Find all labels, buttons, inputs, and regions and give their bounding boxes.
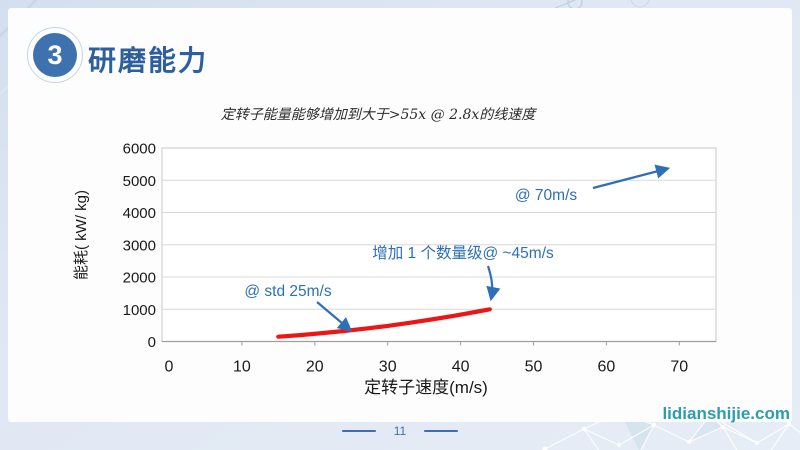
energy-curve [276, 307, 492, 339]
annotation-arrow-1 [486, 265, 501, 302]
y-tick-label-4000: 4000 [123, 205, 156, 222]
x-tick-label-50: 50 [525, 359, 543, 376]
y-tick-label-6000: 6000 [123, 141, 156, 158]
x-tick-label-40: 40 [452, 359, 470, 376]
content-panel: 3 研磨能力 定转子能量能够增加到大于>55x @ 2.8x的线速度 0 10 20… [8, 8, 792, 422]
annotation-text-0: @ std 25m/s [244, 283, 331, 300]
y-axis-title: 能耗( kW/ kg) [73, 190, 90, 280]
y-tick-label-5000: 5000 [123, 173, 156, 190]
x-tick-label-30: 30 [379, 359, 397, 376]
x-axis-title: 定转子速度(m/s) [364, 378, 488, 397]
x-tick-label-10: 10 [233, 359, 251, 376]
annotation-text-1: 增加 1 个数量级@ ~45m/s [372, 244, 554, 262]
section-number-badge: 3 [27, 27, 83, 83]
badge-number: 3 [47, 39, 63, 70]
y-tick-label-2000: 2000 [123, 270, 156, 287]
footer-dash-left [341, 430, 376, 432]
x-tick-label-70: 70 [670, 359, 688, 376]
annotation-arrow-0 [316, 301, 353, 332]
x-tick-label-20: 20 [306, 359, 324, 376]
y-tick-label-3000: 3000 [123, 237, 156, 254]
x-tick-label-60: 60 [598, 359, 616, 376]
y-tick-label-1000: 1000 [123, 302, 156, 319]
page-title: 研磨能力 [88, 45, 209, 76]
subtitle: 定转子能量能够增加到大于>55x @ 2.8x的线速度 [220, 107, 536, 123]
chart-container: 0 10 20 30 40 50 60 70 0 1000 2000 3000 4000 5000 6000… [70, 126, 735, 411]
badge-circle: 3 [33, 33, 77, 77]
annotation-arrow-2 [592, 164, 671, 190]
y-tick-label-0: 0 [148, 334, 156, 351]
watermark: lidianshijie.com [662, 404, 790, 423]
badge-ring [27, 27, 83, 83]
annotation-text-2: @ 70m/s [515, 187, 577, 204]
page-number: 11 [393, 424, 407, 438]
x-tick-label-0: 0 [165, 359, 174, 376]
footer: 11 [0, 423, 800, 439]
footer-dash-right [424, 430, 459, 432]
grinding-energy-chart: 0 10 20 30 40 50 60 70 0 1000 2000 3000 4000 5000 6000… [73, 141, 717, 397]
